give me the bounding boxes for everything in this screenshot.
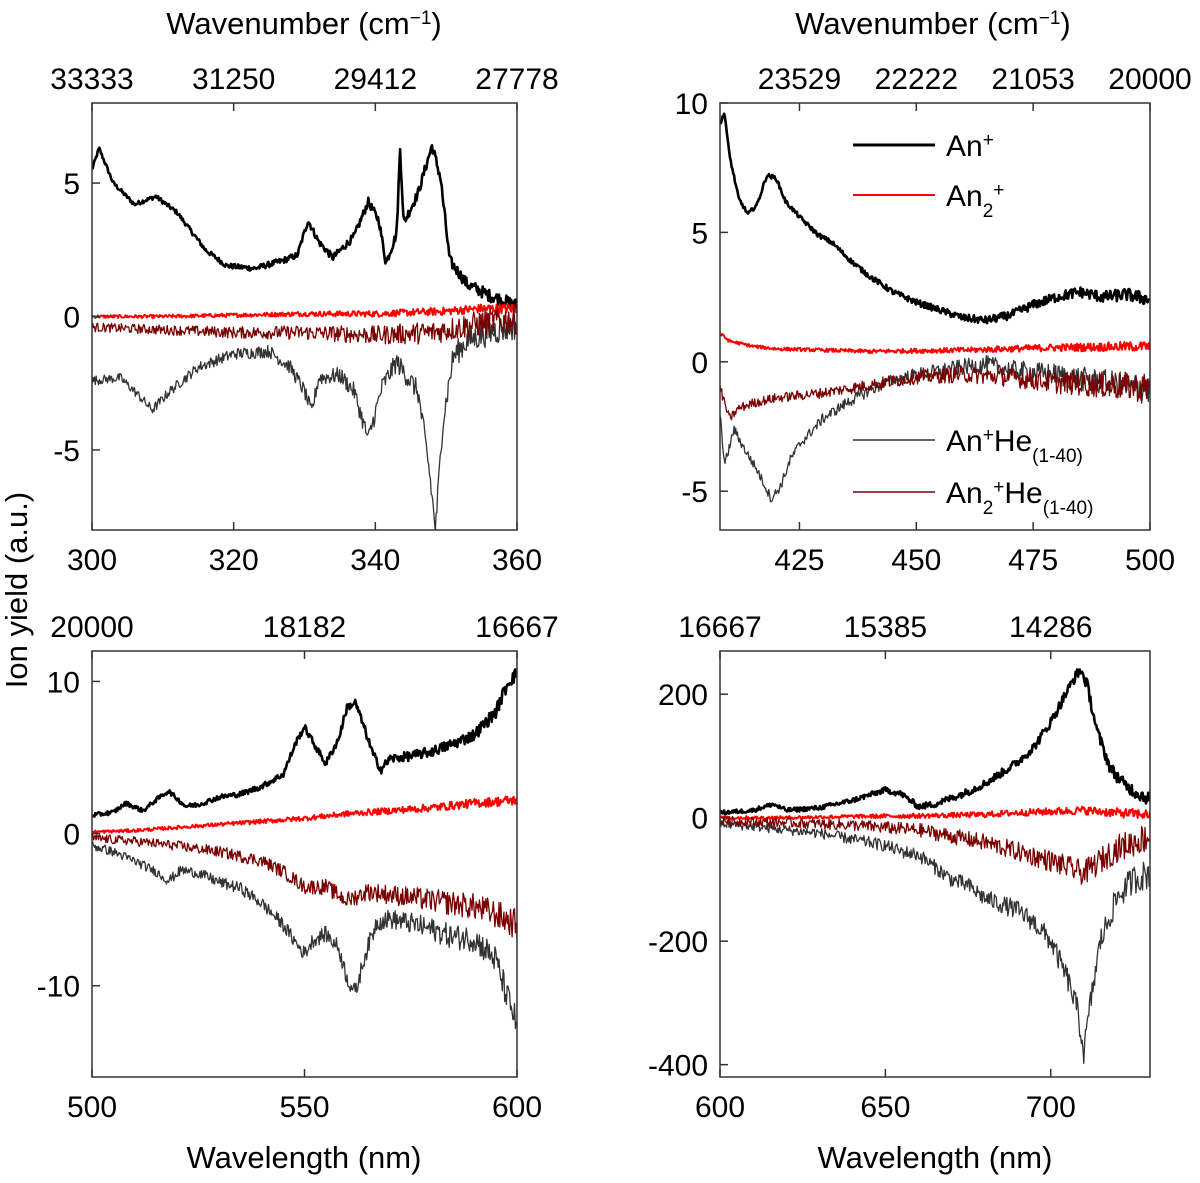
series-line-1 (720, 668, 1150, 816)
series-line-1 (720, 112, 1150, 325)
top-tick-label: 14286 (1009, 611, 1092, 644)
top-tick-label: 16667 (475, 611, 558, 644)
plot-frame (719, 102, 1151, 531)
legend-label-an-plus: An+ (946, 130, 994, 164)
bottom-left-x-axis-title: Wavelength (nm) (187, 1140, 422, 1175)
series-line-1 (92, 144, 517, 311)
y-tick-label: -5 (681, 476, 708, 509)
x-tick-label: 360 (492, 544, 542, 577)
top-left-wavenumber-title: Wavenumber (cm−1) (166, 6, 441, 41)
plot-frame (91, 650, 518, 1078)
x-tick-label: 600 (695, 1091, 745, 1124)
y-tick-label: 0 (63, 302, 80, 335)
series-line-4 (92, 833, 517, 939)
series-line-4 (92, 303, 517, 345)
y-tick-label: 200 (658, 679, 708, 712)
y-tick-label: -5 (53, 435, 80, 468)
y-tick-label: 10 (675, 88, 708, 121)
top-tick-label: 16667 (678, 611, 761, 644)
series-line-2 (92, 303, 517, 320)
panel-bottom-left: 500 550 600 -10 0 10 20000 18182 16667 (37, 611, 559, 1124)
series-line-2 (720, 332, 1150, 355)
top-right-wavenumber-title: Wavenumber (cm−1) (795, 6, 1070, 41)
y-tick-label: 0 (691, 347, 708, 380)
y-tick-label: -200 (648, 926, 708, 959)
legend: An+ An2+ An+He(1-40) An2+He(1-40) (853, 130, 1093, 519)
top-tick-label: 15385 (844, 611, 927, 644)
bottom-right-x-axis-title: Wavelength (nm) (818, 1140, 1053, 1175)
top-tick-label: 29412 (334, 63, 417, 96)
series-line-3 (720, 819, 1150, 1064)
top-tick-label: 27778 (475, 63, 558, 96)
y-tick-label: 0 (691, 803, 708, 836)
plot-frame (719, 650, 1151, 1078)
x-tick-label: 500 (67, 1091, 117, 1124)
y-axis-title: Ion yield (a.u.) (0, 492, 34, 688)
y-tick-label: -10 (37, 971, 80, 1004)
legend-label-an2-plus: An2+ (946, 180, 1004, 222)
y-tick-label: 5 (691, 217, 708, 250)
top-tick-label: 20000 (1108, 63, 1191, 96)
top-tick-label: 18182 (263, 611, 346, 644)
x-tick-label: 500 (1125, 544, 1175, 577)
series-line-3 (92, 312, 517, 530)
x-tick-label: 650 (860, 1091, 910, 1124)
x-tick-label: 300 (67, 544, 117, 577)
series-line-4 (720, 815, 1150, 885)
x-tick-label: 450 (891, 544, 941, 577)
y-tick-label: 0 (63, 819, 80, 852)
x-tick-label: 600 (492, 1091, 542, 1124)
top-tick-label: 22222 (875, 63, 958, 96)
x-tick-label: 320 (209, 544, 259, 577)
panel-top-left: 300 320 340 360 -5 0 5 33333 31250 29412 27778 (50, 63, 558, 577)
series-line-3 (720, 355, 1150, 503)
x-tick-label: 475 (1008, 544, 1058, 577)
top-tick-label: 33333 (50, 63, 133, 96)
top-tick-label: 20000 (50, 611, 133, 644)
x-tick-label: 700 (1026, 1091, 1076, 1124)
series-line-1 (92, 668, 517, 818)
x-tick-label: 425 (774, 544, 824, 577)
y-tick-label: 10 (47, 666, 80, 699)
panel-top-right: 425 450 475 500 -5 0 5 10 23529 22222 21053 20000 (675, 63, 1192, 577)
y-tick-label: -400 (648, 1050, 708, 1083)
top-tick-label: 31250 (192, 63, 275, 96)
top-tick-label: 23529 (758, 63, 841, 96)
legend-label-an2-plus-he: An2+He(1-40) (946, 477, 1093, 519)
panel-bottom-right: 600 650 700 -400 -200 0 200 16667 15385 14286 (648, 611, 1151, 1124)
series-line-2 (92, 795, 517, 835)
series-line-2 (720, 805, 1150, 821)
x-tick-label: 550 (279, 1091, 329, 1124)
y-tick-label: 5 (63, 168, 80, 201)
legend-label-an-plus-he: An+He(1-40) (946, 425, 1083, 467)
x-tick-label: 340 (350, 544, 400, 577)
series-line-3 (92, 841, 517, 1030)
series-line-4 (720, 366, 1150, 421)
top-tick-label: 21053 (991, 63, 1074, 96)
